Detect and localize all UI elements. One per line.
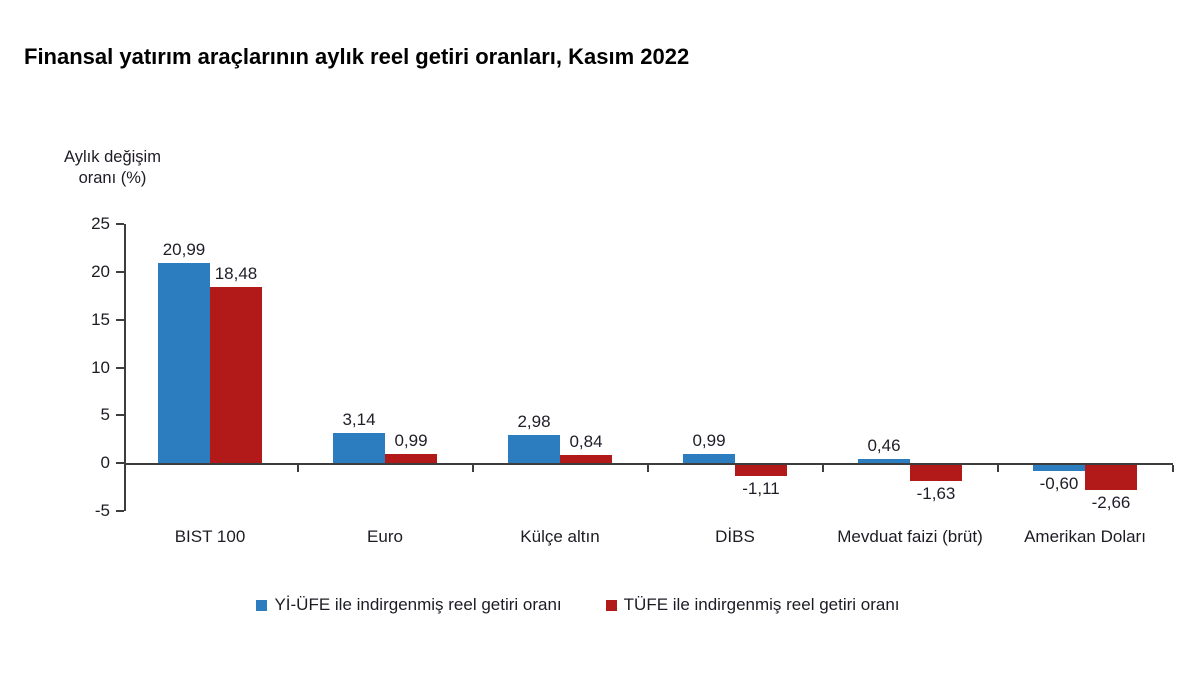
y-axis-tick bbox=[116, 271, 124, 273]
category-label: DİBS bbox=[715, 527, 755, 546]
bar-value-label: 20,99 bbox=[162, 239, 206, 259]
bar-series-0-cat-1 bbox=[333, 433, 385, 463]
x-axis-tick bbox=[1171, 465, 1174, 472]
bar-series-1-cat-1 bbox=[385, 453, 437, 463]
bar-series-0-cat-5 bbox=[1033, 465, 1085, 471]
y-axis-tick-label: 10 bbox=[91, 357, 110, 377]
y-axis-line bbox=[124, 224, 126, 511]
bar-value-label: -1,63 bbox=[916, 483, 956, 503]
y-axis-title-line1: Aylık değişim bbox=[64, 148, 161, 166]
bar-series-0-cat-3 bbox=[683, 453, 735, 463]
y-axis-tick-label: 20 bbox=[91, 262, 110, 281]
legend-swatch-red-icon bbox=[605, 599, 617, 611]
x-axis-tick bbox=[996, 465, 999, 472]
bar-series-1-cat-3 bbox=[735, 465, 787, 476]
y-axis-tick bbox=[116, 509, 124, 512]
x-axis-tick bbox=[646, 465, 649, 472]
bar-value-label: 3,14 bbox=[342, 410, 376, 429]
category-label: Euro bbox=[367, 527, 403, 546]
category-label: Amerikan Doları bbox=[1024, 527, 1146, 546]
y-axis-title-line2: oranı (%) bbox=[78, 169, 147, 187]
y-axis-tick bbox=[116, 462, 124, 464]
legend: Yİ-ÜFE ile indirgenmiş reel getiri oranı… bbox=[0, 595, 1178, 615]
bar-value-label: -1,11 bbox=[742, 478, 780, 498]
bar-value-label: -0,60 bbox=[1039, 473, 1079, 493]
y-axis-tick bbox=[116, 366, 124, 369]
legend-label-tufe: TÜFE ile indirgenmiş reel getiri oranı bbox=[623, 595, 900, 614]
bar-series-0-cat-2 bbox=[508, 434, 560, 463]
bar-value-label: 0,46 bbox=[867, 435, 901, 455]
legend-swatch-blue-icon bbox=[256, 599, 268, 611]
y-axis-tick bbox=[116, 223, 124, 226]
bar-series-1-cat-0 bbox=[210, 286, 262, 463]
category-label: BIST 100 bbox=[174, 527, 246, 546]
bar-value-label: 0,99 bbox=[394, 430, 428, 450]
bar-value-label: 2,98 bbox=[517, 411, 551, 431]
bar-series-1-cat-4 bbox=[910, 465, 962, 481]
bar-value-label: 18,48 bbox=[214, 263, 258, 283]
bar-series-0-cat-4 bbox=[858, 458, 910, 463]
y-axis-tick-label: 0 bbox=[100, 453, 110, 472]
y-axis-tick bbox=[116, 318, 124, 321]
bar-series-1-cat-2 bbox=[560, 454, 612, 463]
y-axis-tick-label: -5 bbox=[94, 500, 110, 520]
legend-item-tufe: TÜFE ile indirgenmiş reel getiri oranı bbox=[605, 595, 900, 615]
chart-title: Finansal yatırım araçlarının aylık reel … bbox=[24, 44, 690, 69]
y-axis-tick-label: 25 bbox=[91, 214, 110, 234]
category-label: Külçe altın bbox=[520, 527, 600, 546]
bar-value-label: -2,66 bbox=[1091, 493, 1131, 513]
x-axis-line bbox=[124, 463, 1173, 465]
bar-value-label: 0,99 bbox=[692, 430, 726, 450]
x-axis-tick bbox=[471, 465, 474, 472]
y-axis-title: Aylık değişim oranı (%) bbox=[40, 147, 185, 189]
bar-series-0-cat-0 bbox=[158, 262, 210, 463]
category-label: Mevduat faizi (brüt) bbox=[837, 527, 983, 546]
x-axis-tick bbox=[296, 465, 299, 472]
legend-item-yi-ufe: Yİ-ÜFE ile indirgenmiş reel getiri oranı bbox=[256, 595, 562, 615]
y-axis-tick-label: 5 bbox=[100, 405, 110, 425]
y-axis-tick bbox=[116, 414, 124, 417]
bar-series-1-cat-5 bbox=[1085, 465, 1137, 491]
legend-label-yi-ufe: Yİ-ÜFE ile indirgenmiş reel getiri oranı bbox=[274, 595, 562, 614]
x-axis-tick bbox=[821, 465, 824, 472]
bar-value-label: 0,84 bbox=[569, 431, 603, 451]
y-axis-tick-label: 15 bbox=[91, 309, 110, 329]
